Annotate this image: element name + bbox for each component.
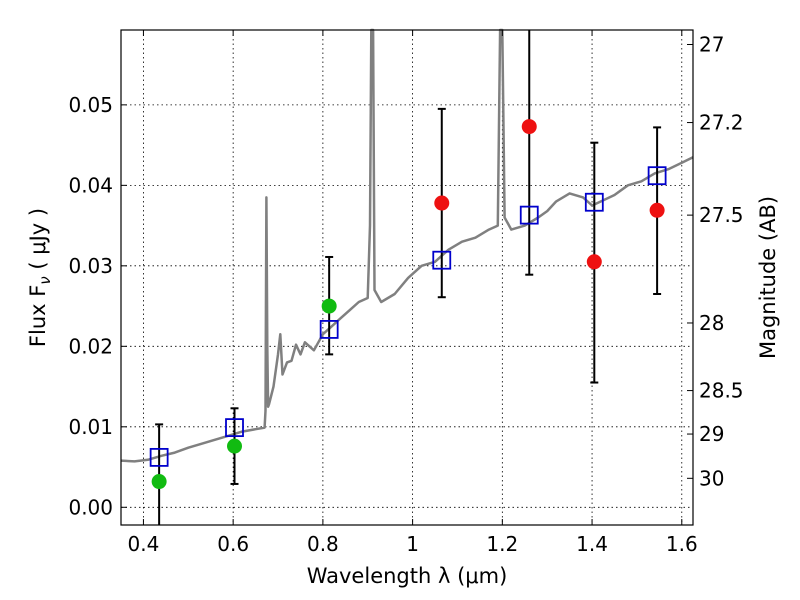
x-axis-label: Wavelength λ (μm)	[307, 564, 508, 588]
observed-point-red	[434, 195, 450, 211]
y-tick-label: 0.01	[68, 415, 113, 439]
model-band-square	[149, 447, 169, 467]
observed-point-red	[586, 254, 602, 270]
y2-tick-label: 27.2	[699, 111, 744, 135]
y2-tick-label: 27	[699, 32, 724, 56]
model-band-square	[519, 205, 539, 225]
y-axis-label-unit: ( μJy )	[26, 208, 50, 276]
x-tick-label: 1.4	[576, 532, 608, 556]
y-tick-label: 0.03	[68, 254, 113, 278]
y-tick-label: 0.05	[68, 93, 113, 117]
y-tick-label: 0.00	[68, 495, 113, 519]
x-tick-label: 0.6	[217, 532, 249, 556]
y-axis-label: Flux Fν ( μJy )	[26, 208, 54, 347]
y2-tick-label: 27.5	[699, 203, 744, 227]
plot-frame	[120, 29, 694, 526]
observed-point-red	[649, 202, 665, 218]
model-band-square	[432, 250, 452, 270]
tick-layer: 0.4 0.6 0.8 1 1.2 1.4 1.6 0.00 0.01 0.02 0.03 0.04 0…	[68, 30, 744, 556]
marker-layer	[149, 119, 667, 490]
y2-tick-label: 28	[699, 311, 724, 335]
observed-point-green	[321, 298, 337, 314]
observed-point-green	[227, 438, 243, 454]
y2-tick-label: 29	[699, 422, 724, 446]
y-axis-label-subscript: ν	[36, 276, 54, 284]
model-band-square	[584, 192, 604, 212]
y-tick-label: 0.02	[68, 334, 113, 358]
model-spectrum-layer	[120, 28, 694, 463]
model-band-square	[319, 320, 339, 339]
y2-tick-label: 30	[699, 466, 724, 490]
x-tick-label: 0.8	[307, 532, 339, 556]
x-tick-label: 1.2	[486, 532, 518, 556]
y2-axis-label: Magnitude (AB)	[756, 196, 780, 359]
grid	[121, 30, 693, 525]
observed-point-red	[521, 119, 537, 135]
y2-tick-label: 28.5	[699, 379, 744, 403]
observed-point-green	[151, 474, 167, 490]
model-band-square	[647, 166, 667, 186]
model-band-square	[225, 418, 244, 438]
model-spectrum-line	[120, 28, 694, 463]
x-tick-label: 1	[406, 532, 419, 556]
x-tick-label: 1.6	[666, 532, 698, 556]
x-tick-label: 0.4	[128, 532, 160, 556]
y-tick-label: 0.04	[68, 173, 113, 197]
